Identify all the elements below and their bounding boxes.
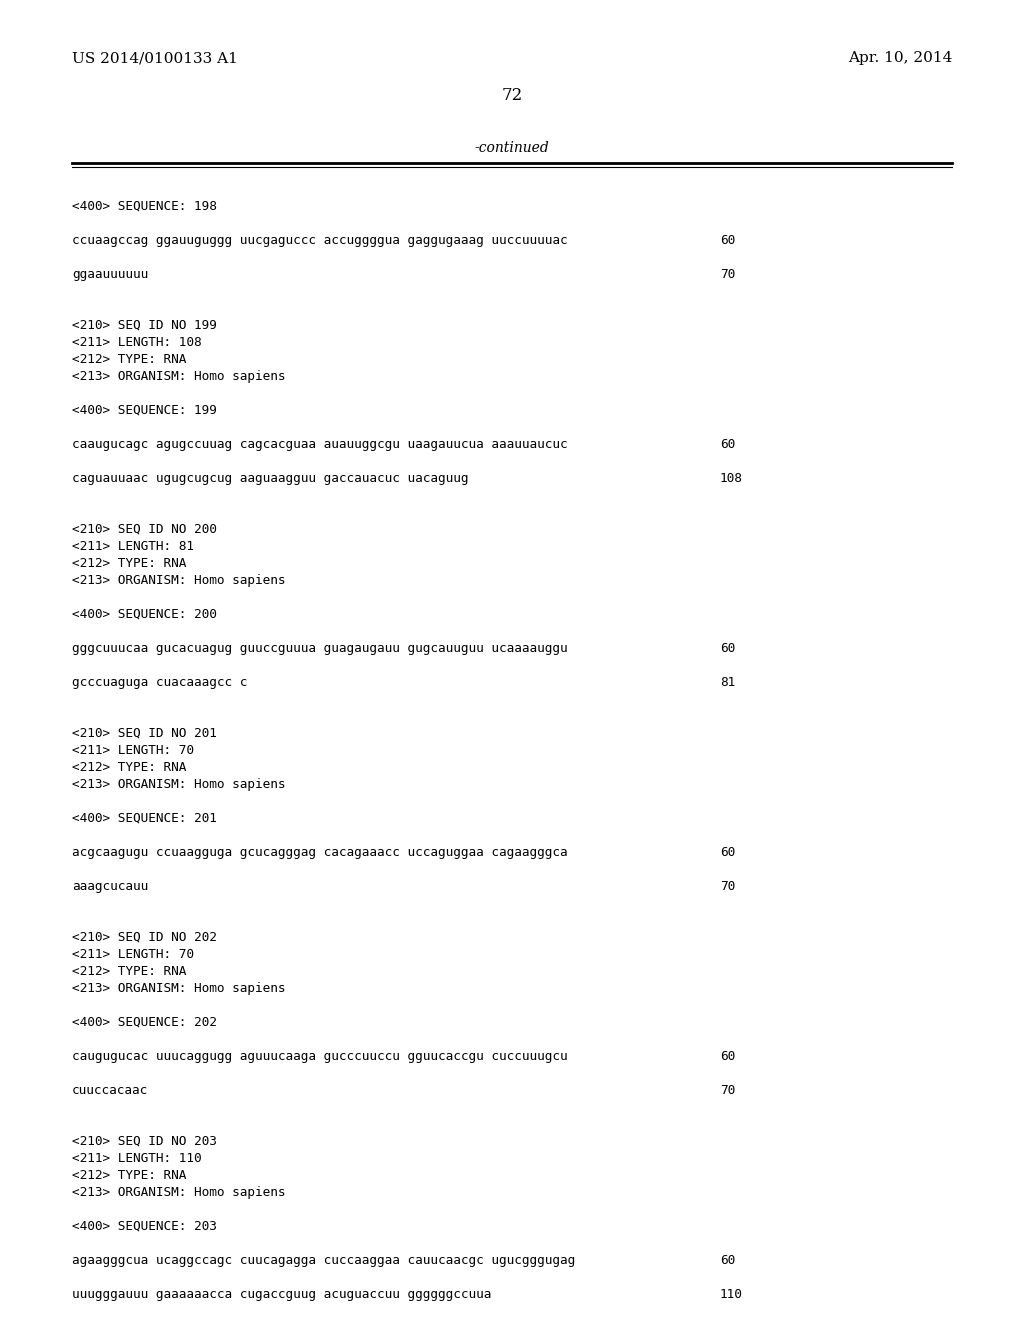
Text: <400> SEQUENCE: 203: <400> SEQUENCE: 203 — [72, 1220, 217, 1233]
Text: <210> SEQ ID NO 199: <210> SEQ ID NO 199 — [72, 319, 217, 333]
Text: <400> SEQUENCE: 198: <400> SEQUENCE: 198 — [72, 201, 217, 213]
Text: cuuccacaac: cuuccacaac — [72, 1084, 148, 1097]
Text: <212> TYPE: RNA: <212> TYPE: RNA — [72, 1170, 186, 1181]
Text: 60: 60 — [720, 1254, 735, 1267]
Text: ggaauuuuuu: ggaauuuuuu — [72, 268, 148, 281]
Text: caaugucagc agugccuuag cagcacguaa auauuggcgu uaagauucua aaauuaucuc: caaugucagc agugccuuag cagcacguaa auauugg… — [72, 438, 567, 451]
Text: <211> LENGTH: 108: <211> LENGTH: 108 — [72, 337, 202, 348]
Text: <210> SEQ ID NO 201: <210> SEQ ID NO 201 — [72, 727, 217, 741]
Text: <210> SEQ ID NO 200: <210> SEQ ID NO 200 — [72, 523, 217, 536]
Text: <212> TYPE: RNA: <212> TYPE: RNA — [72, 965, 186, 978]
Text: 60: 60 — [720, 846, 735, 859]
Text: <400> SEQUENCE: 202: <400> SEQUENCE: 202 — [72, 1016, 217, 1030]
Text: caguauuaac ugugcugcug aaguaagguu gaccauacuc uacaguug: caguauuaac ugugcugcug aaguaagguu gaccaua… — [72, 473, 469, 484]
Text: 110: 110 — [720, 1288, 742, 1302]
Text: <211> LENGTH: 110: <211> LENGTH: 110 — [72, 1152, 202, 1166]
Text: US 2014/0100133 A1: US 2014/0100133 A1 — [72, 51, 238, 65]
Text: acgcaagugu ccuaagguga gcucagggag cacagaaacc uccaguggaa cagaagggca: acgcaagugu ccuaagguga gcucagggag cacagaa… — [72, 846, 567, 859]
Text: <213> ORGANISM: Homo sapiens: <213> ORGANISM: Homo sapiens — [72, 1185, 286, 1199]
Text: <211> LENGTH: 70: <211> LENGTH: 70 — [72, 744, 194, 756]
Text: 60: 60 — [720, 642, 735, 655]
Text: 70: 70 — [720, 1084, 735, 1097]
Text: <211> LENGTH: 70: <211> LENGTH: 70 — [72, 948, 194, 961]
Text: Apr. 10, 2014: Apr. 10, 2014 — [848, 51, 952, 65]
Text: aaagcucauu: aaagcucauu — [72, 880, 148, 894]
Text: <213> ORGANISM: Homo sapiens: <213> ORGANISM: Homo sapiens — [72, 574, 286, 587]
Text: <400> SEQUENCE: 199: <400> SEQUENCE: 199 — [72, 404, 217, 417]
Text: gggcuuucaa gucacuagug guuccguuua guagaugauu gugcauuguu ucaaaauggu: gggcuuucaa gucacuagug guuccguuua guagaug… — [72, 642, 567, 655]
Text: <211> LENGTH: 81: <211> LENGTH: 81 — [72, 540, 194, 553]
Text: <213> ORGANISM: Homo sapiens: <213> ORGANISM: Homo sapiens — [72, 370, 286, 383]
Text: <400> SEQUENCE: 200: <400> SEQUENCE: 200 — [72, 609, 217, 620]
Text: 60: 60 — [720, 1049, 735, 1063]
Text: 60: 60 — [720, 438, 735, 451]
Text: uuugggauuu gaaaaaacca cugaccguug acuguaccuu ggggggccuua: uuugggauuu gaaaaaacca cugaccguug acuguac… — [72, 1288, 492, 1302]
Text: 60: 60 — [720, 234, 735, 247]
Text: <212> TYPE: RNA: <212> TYPE: RNA — [72, 762, 186, 774]
Text: <210> SEQ ID NO 203: <210> SEQ ID NO 203 — [72, 1135, 217, 1148]
Text: 70: 70 — [720, 880, 735, 894]
Text: 70: 70 — [720, 268, 735, 281]
Text: <210> SEQ ID NO 202: <210> SEQ ID NO 202 — [72, 931, 217, 944]
Text: <212> TYPE: RNA: <212> TYPE: RNA — [72, 557, 186, 570]
Text: <213> ORGANISM: Homo sapiens: <213> ORGANISM: Homo sapiens — [72, 982, 286, 995]
Text: agaagggcua ucaggccagc cuucagagga cuccaaggaa cauucaacgc ugucgggugag: agaagggcua ucaggccagc cuucagagga cuccaag… — [72, 1254, 575, 1267]
Text: caugugucac uuucaggugg aguuucaaga gucccuuccu gguucaccgu cuccuuugcu: caugugucac uuucaggugg aguuucaaga gucccuu… — [72, 1049, 567, 1063]
Text: 81: 81 — [720, 676, 735, 689]
Text: ccuaagccag ggauuguggg uucgaguccc accuggggua gaggugaaag uuccuuuuac: ccuaagccag ggauuguggg uucgaguccc accuggg… — [72, 234, 567, 247]
Text: 72: 72 — [502, 87, 522, 103]
Text: -continued: -continued — [475, 141, 549, 154]
Text: <400> SEQUENCE: 201: <400> SEQUENCE: 201 — [72, 812, 217, 825]
Text: <213> ORGANISM: Homo sapiens: <213> ORGANISM: Homo sapiens — [72, 777, 286, 791]
Text: 108: 108 — [720, 473, 742, 484]
Text: gcccuaguga cuacaaagcc c: gcccuaguga cuacaaagcc c — [72, 676, 248, 689]
Text: <212> TYPE: RNA: <212> TYPE: RNA — [72, 352, 186, 366]
